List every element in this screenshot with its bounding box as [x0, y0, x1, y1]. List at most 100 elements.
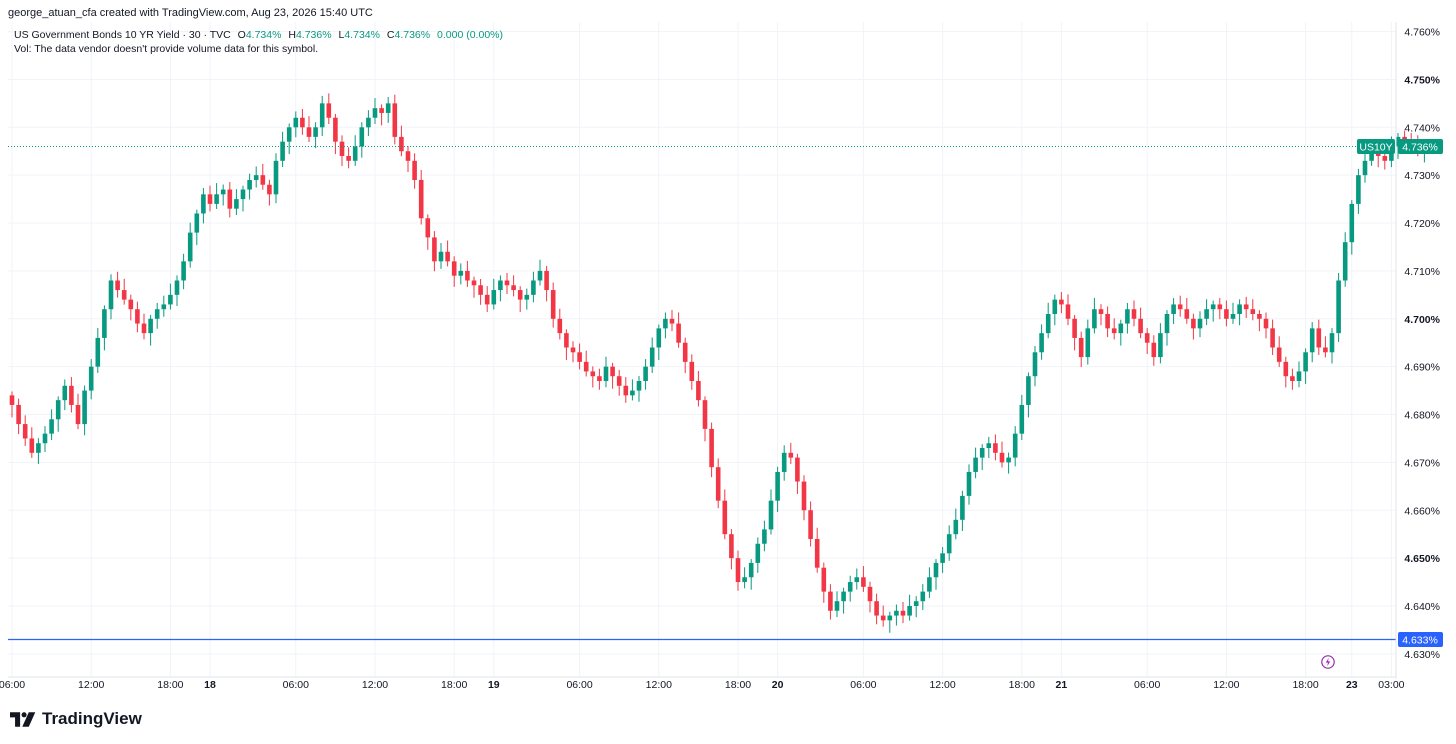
legend-close-label: C [386, 29, 395, 41]
symbol-badge-bg [1357, 138, 1395, 154]
watermark-attribution: george_atuan_cfa created with TradingVie… [8, 7, 373, 19]
candle-body-up [498, 280, 503, 291]
candle-body-down [590, 371, 596, 377]
candle-body-down [1072, 318, 1077, 338]
y-axis-tick-label: 4.640% [1404, 601, 1440, 613]
candle-body-up [656, 328, 662, 348]
candle-body-up [181, 261, 186, 281]
candle-body-up [1356, 175, 1361, 204]
candle-body-down [722, 500, 728, 535]
candle-body-up [88, 366, 94, 391]
candle-body-up [1092, 309, 1097, 329]
candle-body-up [1303, 352, 1308, 372]
candle-body-up [1032, 352, 1038, 377]
candle-body-down [1151, 342, 1157, 358]
candle-body-down [445, 251, 450, 262]
candle-body-up [55, 400, 61, 420]
candle-body-down [16, 404, 21, 425]
candle-body-down [141, 323, 147, 334]
x-axis-tick-label: 06:00 [1134, 679, 1160, 691]
candle-body-up [220, 189, 226, 195]
candle-body-down [623, 385, 629, 396]
candle-body-up [768, 500, 774, 530]
candle-body-down [1111, 328, 1117, 334]
tradingview-logo-icon [10, 711, 36, 727]
candle-body-up [524, 294, 530, 300]
x-axis-tick-label: 12:00 [78, 679, 104, 691]
candle-body-up [643, 366, 648, 382]
candle-body-up [636, 381, 642, 391]
candle-body-down [339, 141, 345, 157]
candle-body-down [1098, 309, 1104, 314]
last-price-label-bg [1398, 138, 1443, 154]
y-axis-tick-label: 4.650% [1404, 553, 1440, 565]
x-axis-tick-label: 18:00 [1009, 679, 1035, 691]
candle-body-down [702, 400, 708, 429]
candle-body-down [1138, 318, 1143, 334]
candle-body-up [1006, 457, 1011, 463]
candle-body-up [1349, 203, 1355, 243]
candle-body-up [359, 127, 365, 147]
y-axis-tick-label: 4.700% [1404, 314, 1440, 326]
candle-body-up [1026, 376, 1031, 405]
candle-body-up [979, 448, 985, 458]
legend-symbol[interactable]: US Government Bonds 10 YR Yield · 30 · T… [14, 29, 231, 41]
candle-body-up [1309, 328, 1315, 353]
y-axis-tick-label: 4.760% [1404, 27, 1440, 39]
candle-body-down [22, 424, 28, 439]
candle-body-up [841, 591, 846, 602]
candle-body-up [491, 290, 497, 305]
candle-body-down [478, 285, 483, 295]
candle-body-down [993, 443, 998, 453]
price-chart[interactable]: US10Y 4.736% 4.633% 4.760% 4.750% 4.740% 4.73… [0, 22, 1456, 698]
candle-body-up [82, 390, 87, 425]
candle-body-down [1250, 309, 1256, 314]
candle-body-down [1276, 347, 1282, 362]
candle-body-up [1164, 313, 1170, 334]
candle-body-up [927, 577, 932, 592]
tradingview-logo[interactable]: TradingView [10, 709, 142, 729]
candle-body-up [1052, 299, 1058, 314]
lightning-icon[interactable] [1321, 655, 1335, 669]
x-axis-tick-label: 18:00 [441, 679, 467, 691]
x-axis-tick-label: 20 [772, 679, 784, 691]
candle-body-up [887, 615, 893, 621]
candle-body-up [1210, 304, 1216, 310]
legend-low-value: 4.734% [344, 29, 380, 41]
x-axis-tick-label: 12:00 [929, 679, 955, 691]
candle-body-up [913, 601, 919, 606]
candle-body-down [306, 127, 312, 137]
candle-body-down [1323, 347, 1328, 353]
candle-body-down [511, 285, 516, 291]
candle-body-down [544, 270, 549, 291]
candle-body-up [973, 457, 978, 472]
y-axis-tick-label: 4.720% [1404, 218, 1440, 230]
candle-body-down [425, 218, 431, 238]
candle-body-up [960, 495, 965, 520]
candle-body-up [966, 471, 972, 496]
candle-body-up [742, 577, 747, 583]
legend-open-label: O [237, 29, 246, 41]
x-axis-tick-label: 03:00 [1378, 679, 1404, 691]
x-axis-tick-label: 23 [1346, 679, 1358, 691]
candle-body-up [946, 534, 952, 554]
candle-body-down [1217, 304, 1223, 310]
candle-body-up [537, 270, 543, 281]
candle-body-up [385, 103, 391, 113]
x-axis-tick-label: 18:00 [157, 679, 183, 691]
candle-body-down [999, 452, 1005, 463]
candle-body-down [616, 376, 622, 386]
candle-body-up [603, 366, 609, 382]
grid-lines [8, 22, 1396, 677]
candle-body-up [458, 270, 464, 276]
candle-body-down [874, 601, 879, 616]
candle-body-up [1342, 242, 1348, 281]
candle-body-up [352, 146, 358, 161]
candle-body-up [108, 280, 114, 310]
candle-body-down [405, 151, 411, 161]
candle-body-up [194, 213, 200, 233]
candle-body-down [1316, 328, 1322, 348]
candle-body-down [1184, 309, 1190, 319]
candle-body-down [260, 175, 266, 185]
x-axis-tick-label: 18:00 [725, 679, 751, 691]
